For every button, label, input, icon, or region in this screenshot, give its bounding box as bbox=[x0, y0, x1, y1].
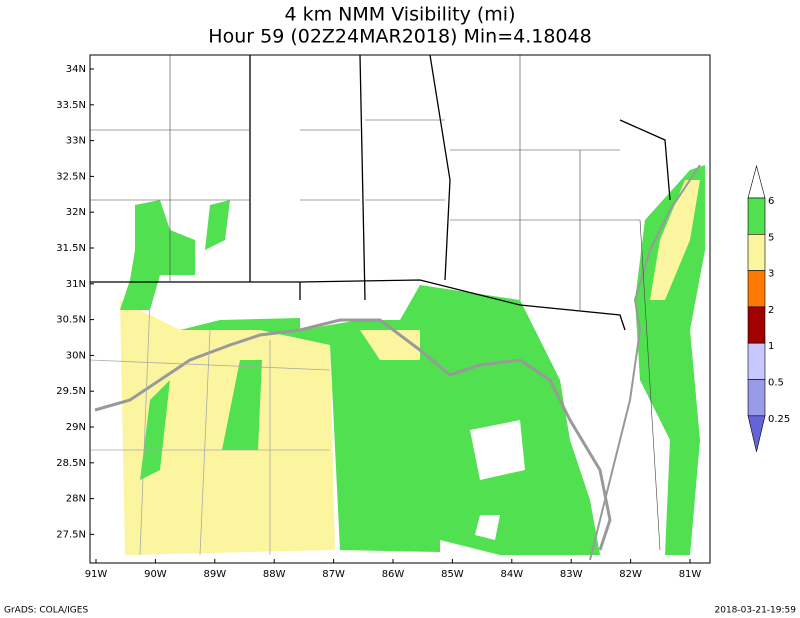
low-vis-area bbox=[222, 360, 262, 450]
subtitle: Hour 59 (02Z24MAR2018) Min=4.18048 bbox=[208, 26, 591, 48]
lon-label: 81W bbox=[679, 569, 702, 580]
lon-label: 89W bbox=[203, 569, 226, 580]
lat-label: 31N bbox=[66, 279, 86, 290]
lon-label: 83W bbox=[560, 569, 583, 580]
low-vis-area bbox=[635, 165, 705, 555]
axis-labels: 34N 33.5N 33N 32.5N 32N 31.5N 31N 30.5N 30N 29.5N… bbox=[56, 64, 701, 580]
legend-swatch bbox=[747, 379, 766, 417]
low-vis-area bbox=[180, 318, 300, 330]
offshore-line bbox=[89, 299, 331, 556]
legend-label: 0.25 bbox=[768, 414, 790, 425]
low-vis-area bbox=[260, 285, 600, 555]
lat-label: 32.5N bbox=[56, 171, 86, 182]
lon-label: 84W bbox=[500, 569, 523, 580]
coastline bbox=[589, 164, 701, 561]
legend-swatch bbox=[747, 342, 766, 380]
low-vis-area bbox=[140, 380, 170, 480]
county-border bbox=[90, 55, 661, 551]
low-vis-area bbox=[205, 200, 230, 250]
lat-label: 30.5N bbox=[56, 315, 86, 326]
lat-label: 29N bbox=[66, 422, 86, 433]
lon-label: 90W bbox=[144, 569, 167, 580]
lon-label: 86W bbox=[382, 569, 405, 580]
legend-label: 3 bbox=[768, 269, 774, 280]
clear-area bbox=[475, 515, 500, 540]
lon-label: 88W bbox=[263, 569, 286, 580]
legend-label: 5 bbox=[768, 232, 774, 243]
legend-swatch bbox=[747, 197, 766, 235]
map bbox=[89, 54, 711, 564]
legend-label: 6 bbox=[768, 196, 774, 207]
lat-label: 27.5N bbox=[56, 529, 86, 540]
map-frame bbox=[89, 54, 711, 564]
footer-left: GrADS: COLA/IGES bbox=[4, 606, 88, 616]
lat-label: 32N bbox=[66, 207, 86, 218]
lon-label: 91W bbox=[85, 569, 108, 580]
title: 4 km NMM Visibility (mi) bbox=[285, 4, 516, 26]
legend-swatch bbox=[747, 234, 766, 271]
lon-label: 85W bbox=[441, 569, 464, 580]
legend-arrow-bottom bbox=[747, 415, 766, 452]
footer-right: 2018-03-21-19:59 bbox=[715, 606, 797, 616]
lon-label: 87W bbox=[322, 569, 345, 580]
lat-label: 30N bbox=[66, 350, 86, 361]
legend-label: 1 bbox=[768, 341, 774, 352]
lat-label: 28N bbox=[66, 494, 86, 505]
lat-label: 29.5N bbox=[56, 386, 86, 397]
legend-arrow-top bbox=[747, 164, 766, 199]
legend: 6 5 3 2 1 0.5 0.25 bbox=[747, 164, 790, 452]
lat-label: 33.5N bbox=[56, 100, 86, 111]
lat-label: 28.5N bbox=[56, 458, 86, 469]
legend-label: 0.5 bbox=[768, 378, 784, 389]
legend-swatch bbox=[747, 306, 766, 344]
state-border bbox=[90, 54, 671, 331]
lat-label: 33N bbox=[66, 136, 86, 147]
clear-area bbox=[470, 420, 525, 480]
low-vis-area bbox=[650, 180, 700, 300]
legend-label: 2 bbox=[768, 305, 774, 316]
lat-label: 34N bbox=[66, 64, 86, 75]
lat-label: 31.5N bbox=[56, 243, 86, 254]
coastline bbox=[94, 318, 612, 551]
lon-label: 82W bbox=[619, 569, 642, 580]
legend-swatch bbox=[747, 270, 766, 308]
